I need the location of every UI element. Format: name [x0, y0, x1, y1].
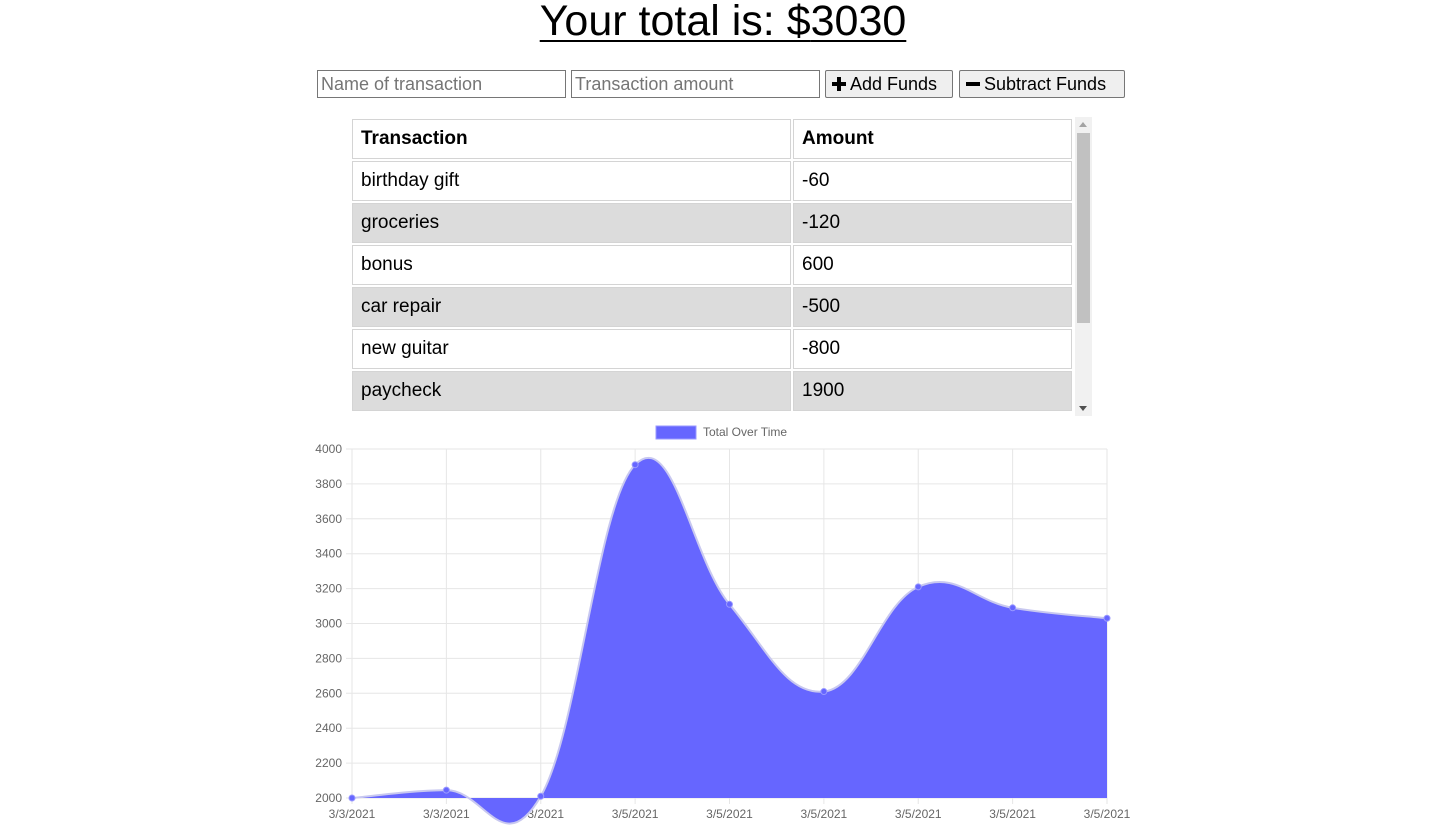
x-tick-label: 3/5/2021: [801, 807, 848, 821]
y-tick-label: 3000: [315, 617, 342, 631]
y-tick-label: 3400: [315, 547, 342, 561]
header-transaction: Transaction: [352, 119, 791, 159]
transaction-amount-cell: -60: [793, 161, 1072, 201]
transaction-amount-cell: -120: [793, 203, 1072, 243]
table-row: paycheck 1900: [352, 371, 1072, 411]
transaction-name-cell: new guitar: [352, 329, 791, 369]
total-value: 3030: [810, 0, 907, 45]
transactions-table: Transaction Amount birthday gift -60 groce…: [350, 117, 1074, 413]
x-tick-label: 3/5/2021: [706, 807, 753, 821]
y-tick-label: 3600: [315, 512, 342, 526]
table-row: birthday gift -60: [352, 161, 1072, 201]
data-point: [442, 786, 450, 794]
table-row: bonus 600: [352, 245, 1072, 285]
y-tick-label: 3200: [315, 582, 342, 596]
x-tick-label: 3/5/2021: [1084, 807, 1131, 821]
legend-label: Total Over Time: [703, 425, 787, 439]
series-area: [352, 457, 1107, 824]
data-point: [726, 600, 733, 608]
x-tick-label: 3/5/2021: [612, 807, 659, 821]
total-over-time-chart: 2000 2200 2400 2600 2800 3000 3200 3400 3600 3800…: [315, 425, 1131, 825]
add-funds-label: Add Funds: [850, 73, 938, 94]
x-tick-label: 3/3/2021: [423, 807, 470, 821]
transaction-amount-cell: 1900: [793, 371, 1072, 411]
transaction-amount-cell: -800: [793, 329, 1072, 369]
y-tick-label: 4000: [315, 442, 342, 456]
data-point: [348, 794, 356, 802]
table-row: groceries -120: [352, 203, 1072, 243]
transaction-name-cell: birthday gift: [352, 161, 791, 201]
data-point: [820, 688, 828, 696]
transaction-name-cell: car repair: [352, 287, 791, 327]
subtract-funds-button[interactable]: Subtract Funds: [959, 70, 1125, 98]
header-amount: Amount: [793, 119, 1072, 159]
transactions-table-container[interactable]: Transaction Amount birthday gift -60 groce…: [350, 117, 1092, 416]
series-line: [351, 456, 1108, 825]
y-tick-label: 2400: [315, 721, 342, 735]
y-tick-label: 2800: [315, 651, 342, 665]
data-point: [631, 461, 639, 469]
plus-icon: [832, 77, 846, 91]
transaction-amount-input[interactable]: [571, 70, 820, 98]
transaction-name-cell: bonus: [352, 245, 791, 285]
y-tick-label: 2600: [315, 686, 342, 700]
transaction-name-input[interactable]: [317, 70, 566, 98]
transaction-name-cell: paycheck: [352, 371, 791, 411]
scroll-down-arrow-icon[interactable]: [1079, 406, 1087, 411]
table-row: car repair -500: [352, 287, 1072, 327]
total-label: Your total is: $: [539, 0, 811, 45]
scroll-up-arrow-icon[interactable]: [1079, 122, 1087, 127]
y-tick-label: 3800: [315, 477, 342, 491]
data-point: [1103, 614, 1111, 622]
x-tick-label: 3/3/2021: [329, 807, 376, 821]
total-heading: Your total is: $3030: [0, 0, 1446, 46]
table-row: new guitar -800: [352, 329, 1072, 369]
minus-icon: [966, 77, 980, 91]
legend-swatch: [655, 425, 697, 440]
transaction-name-cell: groceries: [352, 203, 791, 243]
data-point: [1009, 604, 1017, 612]
subtract-funds-label: Subtract Funds: [984, 73, 1107, 94]
add-funds-button[interactable]: Add Funds: [825, 70, 953, 98]
transaction-amount-cell: 600: [793, 245, 1072, 285]
x-tick-label: 3/5/2021: [895, 807, 942, 821]
y-tick-label: 2200: [315, 756, 342, 770]
data-point: [914, 583, 922, 591]
x-tick-label: 3/5/2021: [989, 807, 1036, 821]
scrollbar-thumb[interactable]: [1077, 133, 1090, 323]
table-scrollbar[interactable]: [1075, 117, 1092, 416]
y-tick-label: 2000: [315, 791, 342, 805]
data-point: [537, 792, 545, 800]
transaction-amount-cell: -500: [793, 287, 1072, 327]
